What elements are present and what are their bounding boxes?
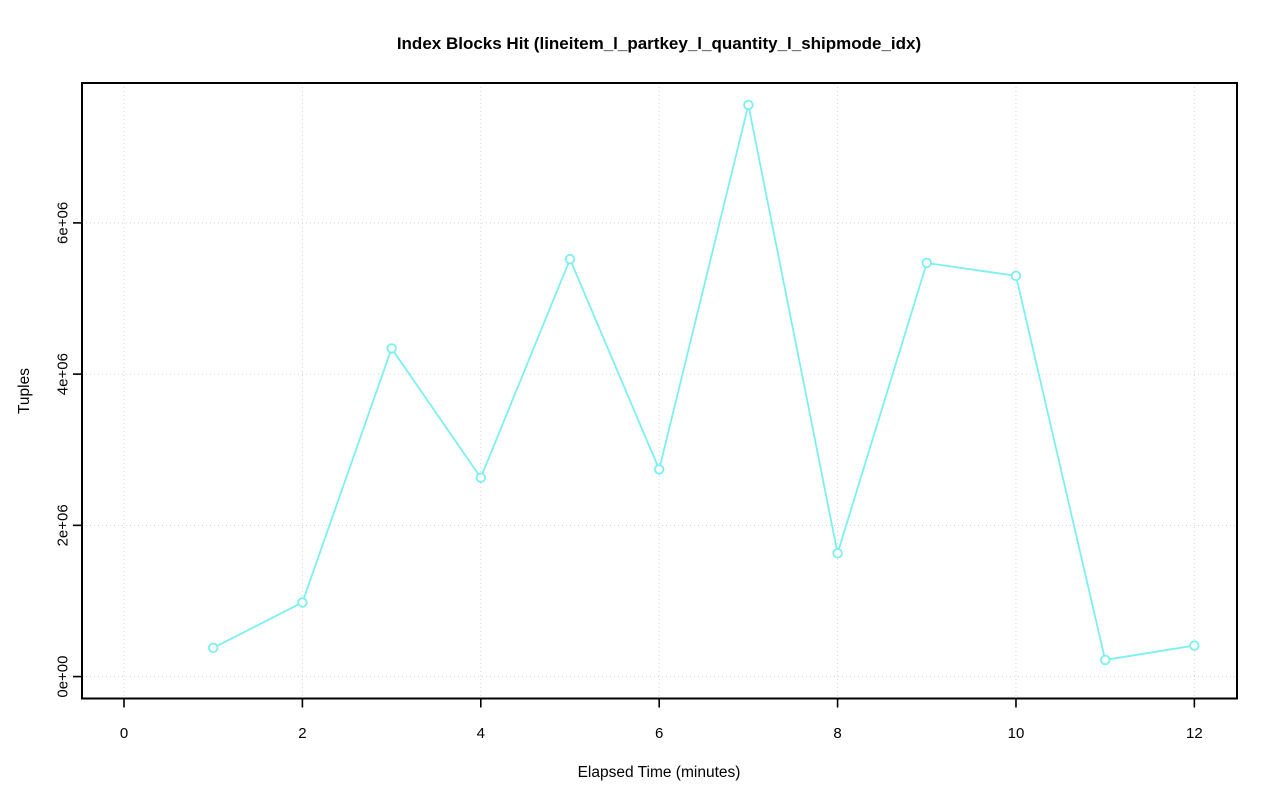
- data-point-marker: [564, 253, 576, 265]
- y-tick-label: 6e+06: [55, 202, 72, 244]
- data-point-marker: [297, 597, 308, 608]
- chart-title: Index Blocks Hit (lineitem_l_partkey_l_q…: [397, 34, 921, 53]
- x-tick-label: 8: [833, 725, 841, 742]
- axis-layer: 0 2 4 6 8 10 12 0e+00 2e+06 4e+06 6e+06: [55, 82, 1238, 742]
- x-tick-label: 4: [477, 725, 485, 742]
- y-tick-label: 0e+00: [55, 656, 72, 698]
- data-point-marker: [1010, 270, 1022, 282]
- data-point-marker: [1189, 640, 1200, 651]
- x-tick-label: 12: [1186, 725, 1203, 742]
- y-tick-label: 2e+06: [55, 504, 72, 546]
- data-point-marker: [475, 472, 486, 483]
- data-point-marker: [1099, 654, 1111, 666]
- data-point-marker: [921, 257, 932, 269]
- data-point-marker: [743, 99, 754, 111]
- x-tick-label: 10: [1008, 725, 1025, 742]
- data-point-marker: [386, 343, 397, 354]
- y-tick-label: 4e+06: [55, 353, 72, 395]
- x-tick-label: 2: [298, 725, 306, 742]
- data-point-marker: [653, 464, 665, 475]
- data-point-marker: [208, 642, 219, 654]
- grid-layer: [82, 83, 1237, 699]
- x-tick-label: 6: [655, 725, 663, 742]
- series-line: [212, 104, 1196, 661]
- data-point-marker: [832, 548, 843, 559]
- y-axis-label: Tuples: [16, 368, 33, 414]
- plot-border: [81, 82, 1238, 700]
- data-series: [208, 99, 1200, 666]
- x-axis-label: Elapsed Time (minutes): [578, 764, 741, 781]
- x-tick-label: 0: [120, 725, 128, 742]
